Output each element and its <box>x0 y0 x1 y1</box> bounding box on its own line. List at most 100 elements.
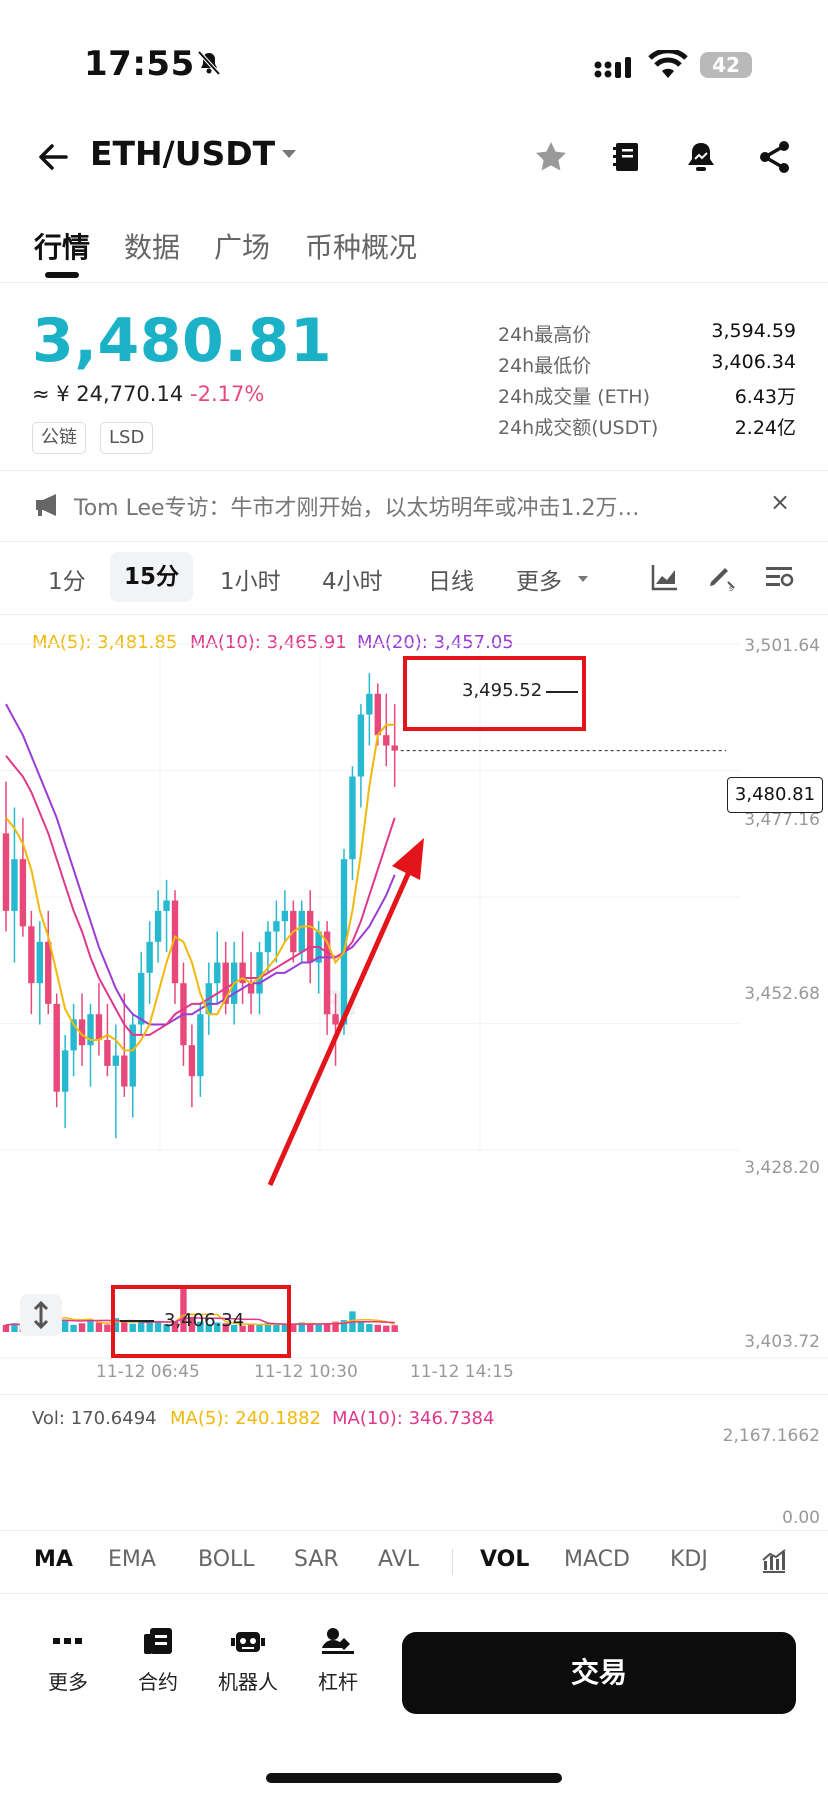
interval-1m[interactable]: 1分 <box>48 569 86 595</box>
candle-body <box>214 962 221 984</box>
robot-icon <box>231 1632 265 1652</box>
candle-body <box>247 983 255 994</box>
candle-body <box>129 1024 136 1087</box>
notebook-icon[interactable] <box>608 138 646 176</box>
volume-bar <box>366 1324 373 1332</box>
tag-public-chain[interactable]: 公链 <box>32 422 86 454</box>
indicator-settings-icon[interactable] <box>764 564 794 590</box>
divider <box>452 1549 453 1575</box>
interval-1h[interactable]: 1小时 <box>220 569 281 595</box>
candle-body <box>188 1045 196 1077</box>
bottom-nav-futures[interactable]: 合约 <box>118 1626 198 1695</box>
indicator-vol[interactable]: VOL <box>480 1547 530 1572</box>
tab-market[interactable]: 行情 <box>34 231 91 264</box>
candle-body <box>36 941 43 984</box>
favorite-star-icon[interactable] <box>532 138 570 176</box>
tab-coin-overview[interactable]: 币种概况 <box>305 231 418 264</box>
indicator-avl[interactable]: AVL <box>378 1547 419 1572</box>
volume-bar <box>332 1321 339 1332</box>
more-caret-icon <box>578 576 588 582</box>
status-time: 17:55 <box>84 44 195 84</box>
indicator-ma[interactable]: MA <box>34 1547 73 1572</box>
interval-15m[interactable]: 15分 <box>110 552 194 602</box>
tag-lsd[interactable]: LSD <box>100 422 154 454</box>
price-axis-label: 3,452.68 <box>744 984 820 1004</box>
candle-body <box>391 745 398 751</box>
tab-data[interactable]: 数据 <box>124 231 181 264</box>
chart-type-icon[interactable] <box>650 562 680 592</box>
close-icon[interactable]: × <box>770 488 791 516</box>
volume-bar <box>230 1324 238 1332</box>
share-icon[interactable] <box>756 138 794 176</box>
price-axis-label: 3,428.20 <box>744 1158 820 1178</box>
indicator-chart-icon[interactable] <box>760 1547 788 1575</box>
indicator-ema[interactable]: EMA <box>108 1547 156 1572</box>
volume-bar <box>264 1323 272 1332</box>
stat-24h-turnover: 24h成交额(USDT) 2.24亿 <box>498 417 796 439</box>
vol-legend: Vol: 170.6494 <box>32 1408 157 1429</box>
volume-bar <box>239 1325 246 1332</box>
indicator-macd[interactable]: MACD <box>564 1547 630 1572</box>
interval-4h[interactable]: 4小时 <box>322 569 383 595</box>
interval-more[interactable]: 更多 <box>516 569 562 595</box>
news-banner[interactable] <box>0 470 828 542</box>
svg-text:s: s <box>729 584 733 592</box>
volume-bar <box>298 1322 305 1332</box>
ma10-line <box>5 755 396 1036</box>
more-dots-icon <box>53 1638 82 1644</box>
news-headline[interactable]: Tom Lee专访：牛市才刚开始，以太坊明年或冲击1.2万… <box>74 496 640 521</box>
contract-icon <box>144 1628 172 1654</box>
trading-pair-title[interactable]: ETH/USDT <box>90 134 276 173</box>
volume-bar <box>129 1323 136 1332</box>
volume-bar <box>180 1287 187 1332</box>
tab-square[interactable]: 广场 <box>214 231 271 264</box>
last-price: 3,480.81 <box>32 306 333 376</box>
price-axis-label: 3,403.72 <box>744 1332 820 1352</box>
scale-toggle-button[interactable] <box>20 1294 62 1336</box>
trend-arrow-head <box>392 838 424 880</box>
volume-bar <box>357 1321 365 1332</box>
bottom-nav-more[interactable]: 更多 <box>28 1626 108 1695</box>
volume-bar <box>11 1323 18 1332</box>
pair-dropdown-icon[interactable] <box>282 150 296 158</box>
indicator-boll[interactable]: BOLL <box>198 1547 255 1572</box>
candle-body <box>28 926 35 984</box>
low-price-marker: 3,406.34 <box>164 1310 245 1331</box>
candle-body <box>222 962 229 1004</box>
candle-body <box>383 735 390 746</box>
volume-bar <box>197 1321 204 1332</box>
stat-24h-low: 24h最低价 3,406.34 <box>498 351 796 377</box>
ma20-line <box>5 703 396 1026</box>
candlestick-chart[interactable]: Bi <box>0 620 828 1360</box>
volume-bar <box>281 1324 289 1332</box>
candle-body <box>171 900 179 984</box>
alert-bell-icon[interactable] <box>682 138 720 176</box>
candle-body <box>307 910 314 963</box>
trade-button[interactable]: 交易 <box>402 1632 796 1714</box>
bottom-nav-margin[interactable]: 杠杆 <box>298 1626 378 1695</box>
indicator-kdj[interactable]: KDJ <box>670 1547 708 1572</box>
volume-bar <box>307 1323 314 1332</box>
price-axis-label: 3,477.16 <box>744 810 820 830</box>
back-arrow-icon[interactable] <box>36 140 70 174</box>
volume-bar <box>247 1324 255 1332</box>
volume-bar <box>188 1316 196 1332</box>
bottom-nav-bot[interactable]: 机器人 <box>208 1626 288 1695</box>
drawing-tool-icon[interactable]: s <box>706 562 738 592</box>
candle-body <box>121 1055 128 1087</box>
volume-bar <box>391 1325 398 1332</box>
indicator-sar[interactable]: SAR <box>294 1547 339 1572</box>
home-indicator <box>266 1773 562 1783</box>
interval-daily[interactable]: 日线 <box>428 569 474 595</box>
ma10-legend: MA(10): 3,465.91 <box>190 632 347 653</box>
divider <box>0 614 828 615</box>
candle-body <box>197 1014 204 1077</box>
candle-body <box>239 962 246 984</box>
volume-bar <box>78 1323 86 1332</box>
vol-ma10-line <box>5 1316 395 1326</box>
candle-body <box>61 1050 69 1092</box>
battery-indicator: 42 <box>700 52 752 78</box>
candle-body <box>95 1014 103 1041</box>
vol-ma10-legend: MA(10): 346.7384 <box>332 1408 495 1429</box>
candle-body <box>146 941 153 973</box>
